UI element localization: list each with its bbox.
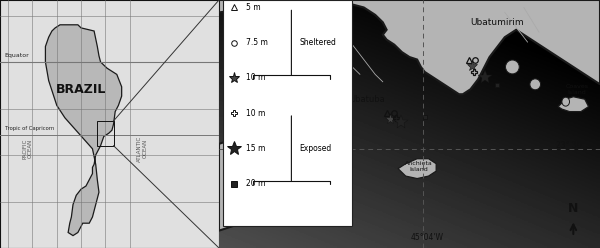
Ellipse shape	[530, 79, 541, 90]
Text: BRAZIL: BRAZIL	[56, 83, 106, 96]
Text: 15 m: 15 m	[245, 144, 265, 153]
Text: Coaves
Island: Coaves Island	[566, 84, 589, 95]
Text: Exposed: Exposed	[299, 144, 331, 153]
Text: 45°04'W: 45°04'W	[410, 233, 443, 242]
Text: PACIFIC
OCEAN: PACIFIC OCEAN	[22, 139, 33, 159]
Text: 5 m: 5 m	[245, 3, 260, 12]
FancyBboxPatch shape	[223, 0, 352, 226]
Ellipse shape	[506, 60, 519, 74]
Polygon shape	[292, 211, 329, 226]
Text: ATLANTIC
OCEAN: ATLANTIC OCEAN	[137, 136, 148, 162]
Text: 7.5 m: 7.5 m	[245, 38, 268, 47]
Text: Anchieta
Island: Anchieta Island	[405, 161, 433, 172]
Text: 10 m: 10 m	[245, 109, 265, 118]
Text: Sheltered: Sheltered	[299, 38, 336, 47]
Text: Equator: Equator	[5, 53, 29, 58]
Text: Tropic of Capricorn: Tropic of Capricorn	[5, 126, 54, 131]
Polygon shape	[398, 159, 436, 179]
Text: 10 m: 10 m	[245, 73, 265, 82]
Polygon shape	[219, 129, 284, 231]
Text: Ubatumirim: Ubatumirim	[470, 18, 524, 27]
Polygon shape	[46, 25, 122, 236]
Ellipse shape	[562, 97, 569, 106]
Text: Ubatuba: Ubatuba	[350, 95, 385, 104]
Polygon shape	[558, 97, 589, 112]
Text: Mar Virado
Island: Mar Virado Island	[284, 214, 318, 225]
Text: 20 m: 20 m	[245, 179, 265, 188]
Polygon shape	[219, 0, 600, 94]
Text: N: N	[568, 202, 578, 215]
Text: Mar Virado: Mar Virado	[234, 134, 276, 143]
Bar	[97, 121, 113, 146]
Text: 23° 30' S: 23° 30' S	[556, 141, 590, 150]
